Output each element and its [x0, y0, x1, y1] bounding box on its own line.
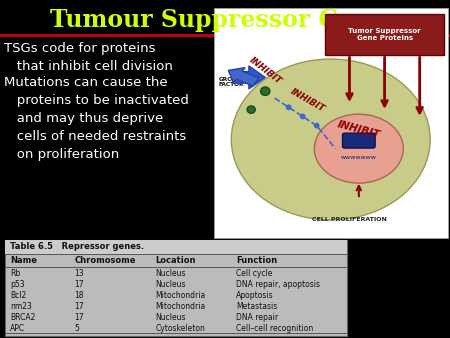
FancyArrow shape: [228, 68, 259, 86]
FancyBboxPatch shape: [325, 14, 445, 55]
Text: p53: p53: [10, 280, 24, 289]
Text: Function: Function: [236, 256, 277, 265]
Ellipse shape: [315, 114, 403, 183]
Ellipse shape: [231, 59, 430, 220]
Text: Cell cycle: Cell cycle: [236, 269, 273, 278]
Text: Rb: Rb: [10, 269, 20, 278]
Text: Mitochondria: Mitochondria: [155, 291, 206, 300]
Text: APC: APC: [10, 324, 25, 333]
FancyBboxPatch shape: [214, 8, 448, 238]
Text: 13: 13: [74, 269, 84, 278]
Text: 17: 17: [74, 313, 84, 322]
Text: INHIBIT: INHIBIT: [248, 55, 283, 86]
Text: Location: Location: [155, 256, 196, 265]
Text: Nucleus: Nucleus: [155, 313, 186, 322]
Text: INHIBIT: INHIBIT: [288, 87, 326, 114]
Text: 17: 17: [74, 302, 84, 311]
Ellipse shape: [300, 114, 306, 119]
Text: CELL PROLIFERATION: CELL PROLIFERATION: [312, 217, 387, 222]
Text: 18: 18: [74, 291, 84, 300]
Text: DNA repair: DNA repair: [236, 313, 279, 322]
Text: Nucleus: Nucleus: [155, 280, 186, 289]
Text: Cytoskeleton: Cytoskeleton: [155, 324, 205, 333]
FancyBboxPatch shape: [342, 133, 375, 148]
Text: INHIBIT: INHIBIT: [336, 120, 381, 141]
Ellipse shape: [247, 106, 255, 113]
Text: 5: 5: [74, 324, 79, 333]
Text: Metastasis: Metastasis: [236, 302, 278, 311]
FancyArrow shape: [233, 66, 265, 89]
Text: wwwwwww: wwwwwww: [341, 155, 377, 160]
Text: BRCA2: BRCA2: [10, 313, 35, 322]
Text: Chromosome: Chromosome: [74, 256, 136, 265]
Ellipse shape: [261, 87, 270, 95]
Ellipse shape: [286, 104, 292, 110]
Text: Table 6.5   Repressor genes.: Table 6.5 Repressor genes.: [10, 242, 144, 251]
Text: Apoptosis: Apoptosis: [236, 291, 274, 300]
Text: Tumour Suppressor Genes: Tumour Suppressor Genes: [50, 8, 400, 32]
Text: Name: Name: [10, 256, 37, 265]
Text: Mutations can cause the
   proteins to be inactivated
   and may thus deprive
  : Mutations can cause the proteins to be i…: [4, 76, 189, 161]
Text: nm23: nm23: [10, 302, 32, 311]
FancyBboxPatch shape: [4, 240, 346, 336]
Text: Nucleus: Nucleus: [155, 269, 186, 278]
Text: Mitochondria: Mitochondria: [155, 302, 206, 311]
Text: Cell–cell recognition: Cell–cell recognition: [236, 324, 314, 333]
Text: GROWTH
FACTOR: GROWTH FACTOR: [218, 77, 248, 88]
Text: TSGs code for proteins
   that inhibit cell division: TSGs code for proteins that inhibit cell…: [4, 42, 173, 73]
FancyBboxPatch shape: [4, 240, 346, 254]
Text: Tumor Suppressor
Gene Proteins: Tumor Suppressor Gene Proteins: [348, 28, 421, 41]
Text: Bcl2: Bcl2: [10, 291, 26, 300]
Text: DNA repair, apoptosis: DNA repair, apoptosis: [236, 280, 320, 289]
Text: 17: 17: [74, 280, 84, 289]
Ellipse shape: [314, 123, 320, 128]
